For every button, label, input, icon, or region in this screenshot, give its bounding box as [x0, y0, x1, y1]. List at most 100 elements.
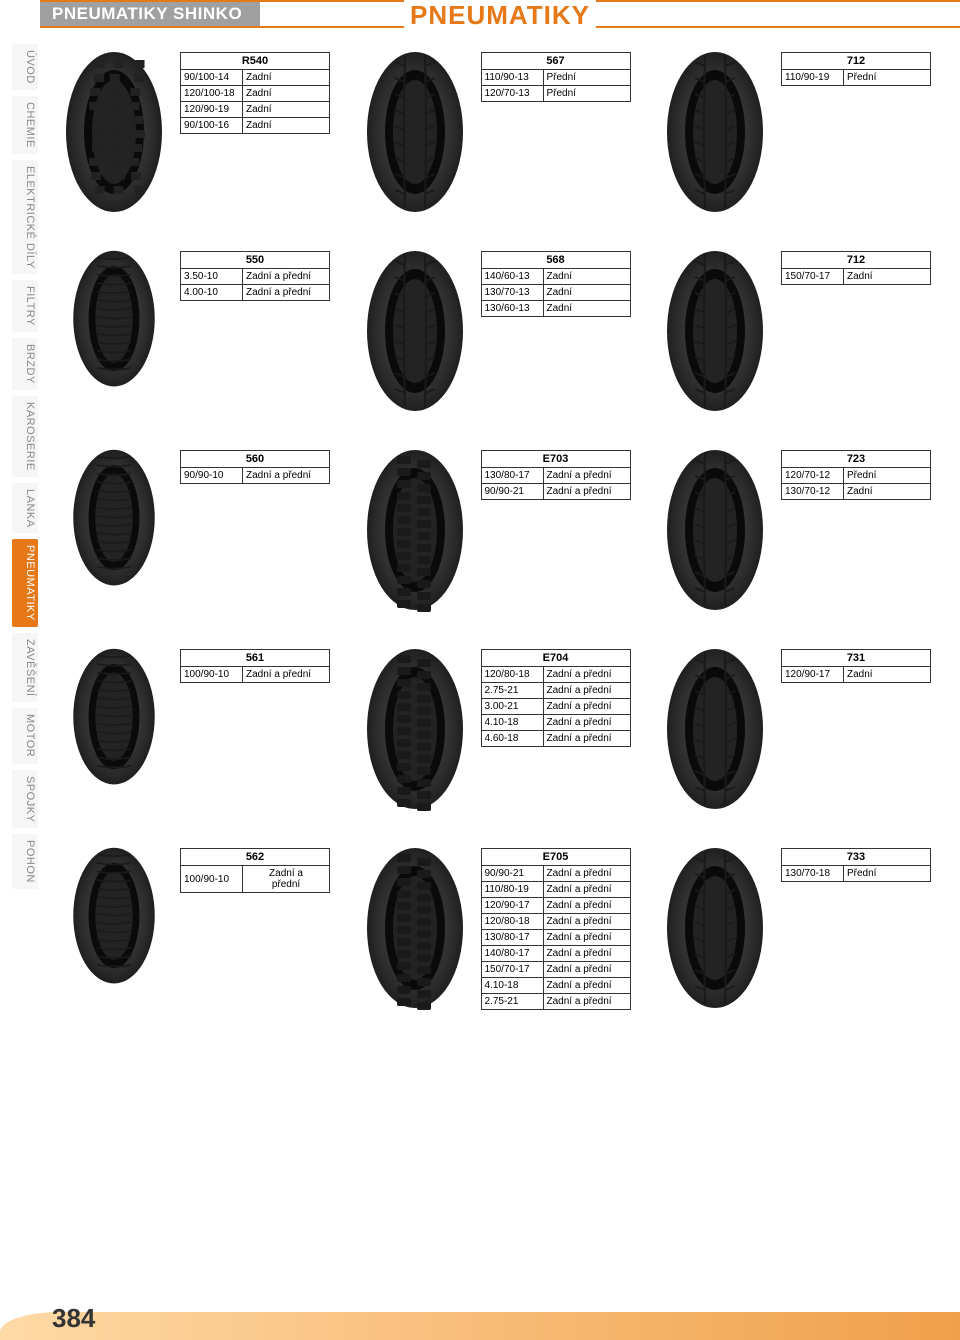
sidebar-item-chemie[interactable]: CHEMIE [12, 96, 38, 154]
product-cell: 562100/90-10Zadní apřední [54, 846, 349, 1011]
table-row: 120/70-12Přední [782, 468, 931, 484]
tire-image [54, 647, 174, 787]
size-cell: 4.10-18 [481, 715, 543, 731]
page-header: PNEUMATIKY SHINKO PNEUMATIKY [40, 0, 960, 28]
sidebar-item-elektrické-díly[interactable]: ELEKTRICKÉ DÍLY [12, 160, 38, 275]
model-header: 550 [181, 252, 330, 269]
size-cell: 150/70-17 [481, 962, 543, 978]
tire-image [655, 846, 775, 1011]
header-title: PNEUMATIKY [404, 0, 596, 31]
size-cell: 120/90-17 [782, 667, 844, 683]
model-header: 562 [181, 849, 330, 866]
size-cell: 130/80-17 [481, 468, 543, 484]
sidebar-item-lanka[interactable]: LANKA [12, 483, 38, 534]
spec-table: 567110/90-13Přední120/70-13Přední [481, 52, 631, 102]
sidebar-item-motor[interactable]: MOTOR [12, 708, 38, 763]
spec-table: 568140/60-13Zadní130/70-13Zadní130/60-13… [481, 251, 631, 317]
table-row: 120/70-13Přední [481, 86, 630, 102]
size-cell: 120/80-18 [481, 914, 543, 930]
table-row: 120/90-17Zadní [782, 667, 931, 683]
table-row: 3.50-10Zadní a přední [181, 269, 330, 285]
size-cell: 120/90-17 [481, 898, 543, 914]
table-row: 2.75-21Zadní a přední [481, 683, 630, 699]
sidebar-item-karoserie[interactable]: KAROSERIE [12, 396, 38, 477]
product-cell: 56090/90-10Zadní a přední [54, 448, 349, 613]
sidebar-item-pneumatiky[interactable]: PNEUMATIKY [12, 539, 38, 627]
table-row: 4.00-10Zadní a přední [181, 285, 330, 301]
position-cell: Zadní a přední [243, 269, 330, 285]
table-row: 100/90-10Zadní a přední [181, 667, 330, 683]
position-cell: Přední [844, 70, 931, 86]
size-cell: 3.00-21 [481, 699, 543, 715]
spec-table: 562100/90-10Zadní apřední [180, 848, 330, 893]
model-header: E704 [481, 650, 630, 667]
tire-image [355, 647, 475, 812]
product-cell: 712150/70-17Zadní [655, 249, 950, 414]
sidebar-item-filtry[interactable]: FILTRY [12, 280, 38, 332]
product-cell: 561100/90-10Zadní a přední [54, 647, 349, 812]
model-header: E703 [481, 451, 630, 468]
table-row: 130/60-13Zadní [481, 301, 630, 317]
product-row: 5503.50-10Zadní a přední4.00-10Zadní a p… [54, 249, 950, 414]
table-row: 140/80-17Zadní a přední [481, 946, 630, 962]
size-cell: 120/90-19 [181, 102, 243, 118]
size-cell: 140/80-17 [481, 946, 543, 962]
position-cell: Přední [844, 866, 931, 882]
tire-image [655, 249, 775, 414]
model-header: 712 [782, 53, 931, 70]
size-cell: 120/70-13 [481, 86, 543, 102]
position-cell: Zadní [243, 70, 330, 86]
size-cell: 4.10-18 [481, 978, 543, 994]
model-header: 733 [782, 849, 931, 866]
tire-image [655, 647, 775, 812]
footer-decoration [0, 1312, 960, 1340]
product-cell: 5503.50-10Zadní a přední4.00-10Zadní a p… [54, 249, 349, 414]
position-cell: Zadní a přední [543, 667, 630, 683]
size-cell: 120/70-12 [782, 468, 844, 484]
size-cell: 110/80-19 [481, 882, 543, 898]
product-cell: 568140/60-13Zadní130/70-13Zadní130/60-13… [355, 249, 650, 414]
position-cell: Zadní [844, 484, 931, 500]
spec-table: 723120/70-12Přední130/70-12Zadní [781, 450, 931, 500]
table-row: 110/90-19Přední [782, 70, 931, 86]
sidebar-item-brzdy[interactable]: BRZDY [12, 338, 38, 390]
size-cell: 120/100-18 [181, 86, 243, 102]
model-header: 731 [782, 650, 931, 667]
sidebar-item-pohon[interactable]: POHON [12, 834, 38, 889]
position-cell: Přední [844, 468, 931, 484]
product-cell: 723120/70-12Přední130/70-12Zadní [655, 448, 950, 613]
product-row: 561100/90-10Zadní a přední E704120/80-18… [54, 647, 950, 812]
sidebar-item-zavěšení[interactable]: ZAVĚŠENÍ [12, 633, 38, 703]
size-cell: 3.50-10 [181, 269, 243, 285]
table-row: 4.10-18Zadní a přední [481, 978, 630, 994]
sidebar-item-úvod[interactable]: ÚVOD [12, 44, 38, 90]
tire-image [54, 846, 174, 986]
spec-table: 712110/90-19Přední [781, 52, 931, 86]
table-row: 110/80-19Zadní a přední [481, 882, 630, 898]
position-cell: Přední [543, 86, 630, 102]
spec-table: E70590/90-21Zadní a přední110/80-19Zadní… [481, 848, 631, 1010]
category-sidebar: ÚVOD CHEMIE ELEKTRICKÉ DÍLY FILTRY BRZDY KARO… [12, 44, 38, 1300]
table-row: 140/60-13Zadní [481, 269, 630, 285]
table-row: 2.75-21Zadní a přední [481, 994, 630, 1010]
position-cell: Zadní [543, 285, 630, 301]
spec-table: 733130/70-18Přední [781, 848, 931, 882]
size-cell: 2.75-21 [481, 683, 543, 699]
position-cell: Zadní a přední [543, 914, 630, 930]
table-row: 90/100-14Zadní [181, 70, 330, 86]
product-grid: R54090/100-14Zadní120/100-18Zadní120/90-… [54, 50, 950, 1296]
table-row: 120/90-17Zadní a přední [481, 898, 630, 914]
position-cell: Zadní a přední [543, 946, 630, 962]
spec-table: 731120/90-17Zadní [781, 649, 931, 683]
position-cell: Zadní a přední [243, 667, 330, 683]
sidebar-item-spojky[interactable]: SPOJKY [12, 770, 38, 828]
tire-image [655, 448, 775, 613]
table-row: 4.60-18Zadní a přední [481, 731, 630, 747]
product-cell: 567110/90-13Přední120/70-13Přední [355, 50, 650, 215]
table-row: 90/90-10Zadní a přední [181, 468, 330, 484]
product-cell: E70590/90-21Zadní a přední110/80-19Zadní… [355, 846, 650, 1011]
size-cell: 90/90-21 [481, 484, 543, 500]
model-header: 567 [481, 53, 630, 70]
spec-table: 5503.50-10Zadní a přední4.00-10Zadní a p… [180, 251, 330, 301]
position-cell: Zadní [243, 102, 330, 118]
